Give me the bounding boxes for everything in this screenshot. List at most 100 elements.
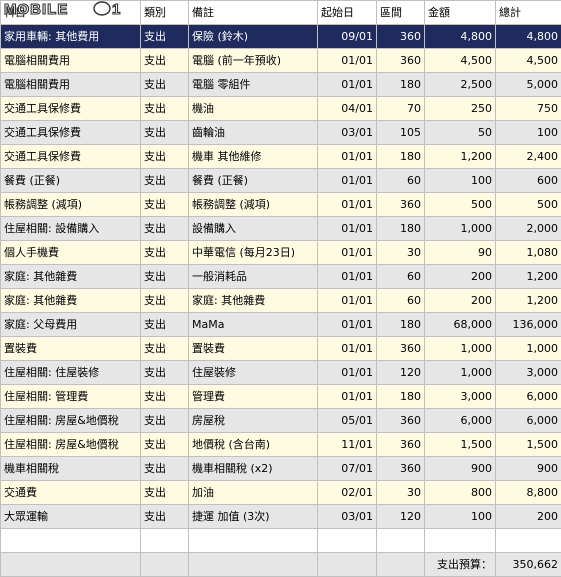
cell-type[interactable]: 支出 (141, 73, 189, 97)
column-header-start-date[interactable]: 起始日 (318, 1, 377, 25)
cell-subject[interactable]: 交通工具保修費 (1, 145, 141, 169)
cell-total[interactable]: 1,200 (496, 265, 561, 289)
cell-type[interactable]: 支出 (141, 289, 189, 313)
cell-start-date[interactable]: 07/01 (318, 457, 377, 481)
cell-subject[interactable]: 大眾運輸 (1, 505, 141, 529)
column-header-total[interactable]: 總計 (496, 1, 561, 25)
cell-type[interactable]: 支出 (141, 217, 189, 241)
cell-start-date[interactable]: 01/01 (318, 73, 377, 97)
cell-interval[interactable]: 30 (377, 481, 425, 505)
cell-interval[interactable]: 180 (377, 145, 425, 169)
cell-total[interactable]: 1,000 (496, 337, 561, 361)
cell-interval[interactable]: 180 (377, 73, 425, 97)
cell-type[interactable]: 支出 (141, 121, 189, 145)
cell-start-date[interactable]: 01/01 (318, 289, 377, 313)
cell-interval[interactable]: 180 (377, 385, 425, 409)
cell-total[interactable]: 6,000 (496, 385, 561, 409)
cell-amount[interactable]: 250 (425, 97, 496, 121)
cell-start-date[interactable]: 01/01 (318, 361, 377, 385)
cell-total[interactable]: 8,800 (496, 481, 561, 505)
cell-note[interactable]: 機車相關稅 (x2) (189, 457, 318, 481)
cell-amount[interactable]: 500 (425, 193, 496, 217)
cell-subject[interactable]: 電腦相關費用 (1, 49, 141, 73)
cell-subject[interactable]: 個人手機費 (1, 241, 141, 265)
cell-start-date[interactable]: 04/01 (318, 97, 377, 121)
cell-interval[interactable]: 360 (377, 193, 425, 217)
empty-cell[interactable] (425, 529, 496, 553)
cell-amount[interactable]: 50 (425, 121, 496, 145)
empty-row[interactable] (1, 529, 561, 553)
cell-interval[interactable]: 120 (377, 361, 425, 385)
cell-amount[interactable]: 68,000 (425, 313, 496, 337)
cell-total[interactable]: 6,000 (496, 409, 561, 433)
cell-type[interactable]: 支出 (141, 313, 189, 337)
cell-start-date[interactable]: 01/01 (318, 145, 377, 169)
cell-total[interactable]: 1,200 (496, 289, 561, 313)
cell-note[interactable]: 家庭: 其他雜費 (189, 289, 318, 313)
cell-interval[interactable]: 360 (377, 337, 425, 361)
cell-interval[interactable]: 60 (377, 289, 425, 313)
cell-total[interactable]: 4,500 (496, 49, 561, 73)
cell-total[interactable]: 750 (496, 97, 561, 121)
cell-interval[interactable]: 105 (377, 121, 425, 145)
cell-amount[interactable]: 200 (425, 265, 496, 289)
cell-start-date[interactable]: 03/01 (318, 505, 377, 529)
cell-subject[interactable]: 餐費 (正餐) (1, 169, 141, 193)
cell-start-date[interactable]: 01/01 (318, 49, 377, 73)
cell-amount[interactable]: 1,200 (425, 145, 496, 169)
cell-subject[interactable]: 住屋相關: 住屋裝修 (1, 361, 141, 385)
cell-note[interactable]: 置裝費 (189, 337, 318, 361)
cell-interval[interactable]: 180 (377, 217, 425, 241)
cell-type[interactable]: 支出 (141, 25, 189, 49)
cell-subject[interactable]: 住屋相關: 房屋&地價稅 (1, 433, 141, 457)
cell-total[interactable]: 5,000 (496, 73, 561, 97)
cell-amount[interactable]: 1,000 (425, 217, 496, 241)
cell-start-date[interactable]: 01/01 (318, 241, 377, 265)
cell-subject[interactable]: 置裝費 (1, 337, 141, 361)
cell-amount[interactable]: 1,000 (425, 337, 496, 361)
cell-interval[interactable]: 360 (377, 409, 425, 433)
cell-subject[interactable]: 住屋相關: 房屋&地價稅 (1, 409, 141, 433)
cell-note[interactable]: 設備購入 (189, 217, 318, 241)
column-header-subject[interactable]: 科目 (1, 1, 141, 25)
cell-total[interactable]: 900 (496, 457, 561, 481)
cell-note[interactable]: 電腦 零組件 (189, 73, 318, 97)
cell-total[interactable]: 3,000 (496, 361, 561, 385)
cell-total[interactable]: 2,400 (496, 145, 561, 169)
cell-amount[interactable]: 100 (425, 169, 496, 193)
cell-start-date[interactable]: 01/01 (318, 385, 377, 409)
cell-note[interactable]: 捷運 加值 (3次) (189, 505, 318, 529)
cell-type[interactable]: 支出 (141, 337, 189, 361)
column-header-interval[interactable]: 區間 (377, 1, 425, 25)
cell-total[interactable]: 4,800 (496, 25, 561, 49)
cell-amount[interactable]: 200 (425, 289, 496, 313)
empty-cell[interactable] (1, 529, 141, 553)
cell-amount[interactable]: 900 (425, 457, 496, 481)
cell-type[interactable]: 支出 (141, 169, 189, 193)
cell-subject[interactable]: 交通費 (1, 481, 141, 505)
empty-cell[interactable] (141, 529, 189, 553)
cell-type[interactable]: 支出 (141, 265, 189, 289)
cell-total[interactable]: 136,000 (496, 313, 561, 337)
empty-cell[interactable] (377, 529, 425, 553)
cell-start-date[interactable]: 01/01 (318, 313, 377, 337)
cell-subject[interactable]: 家庭: 父母費用 (1, 313, 141, 337)
cell-total[interactable]: 2,000 (496, 217, 561, 241)
cell-type[interactable]: 支出 (141, 385, 189, 409)
cell-note[interactable]: 帳務調整 (減項) (189, 193, 318, 217)
cell-subject[interactable]: 交通工具保修費 (1, 97, 141, 121)
cell-amount[interactable]: 90 (425, 241, 496, 265)
cell-note[interactable]: 管理費 (189, 385, 318, 409)
cell-amount[interactable]: 2,500 (425, 73, 496, 97)
empty-cell[interactable] (189, 529, 318, 553)
